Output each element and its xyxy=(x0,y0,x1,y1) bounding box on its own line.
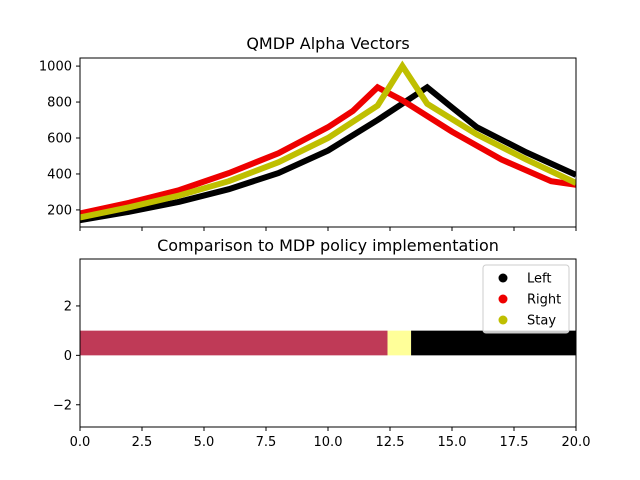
top-subplot: QMDP Alpha Vectors 200 400 600 800 1000 xyxy=(39,34,577,231)
y-tick-label: 200 xyxy=(47,203,72,218)
y-tick-label: 400 xyxy=(47,167,72,182)
bottom-subplot: Comparison to MDP policy implementation … xyxy=(53,236,591,450)
alpha-line-stay xyxy=(80,60,576,221)
top-x-axis xyxy=(79,227,577,231)
x-tick-label: 20.0 xyxy=(562,435,591,450)
legend-label-stay: Stay xyxy=(527,314,556,329)
alpha-line-left xyxy=(80,83,576,224)
policy-segment-left xyxy=(411,330,576,356)
top-y-axis: 200 400 600 800 1000 xyxy=(39,60,80,218)
y-tick-label: 600 xyxy=(47,132,72,147)
legend-label-left: Left xyxy=(527,272,551,287)
y-tick-label: 800 xyxy=(47,96,72,111)
x-tick-label: 0.0 xyxy=(70,435,91,450)
y-tick-label: 2 xyxy=(64,299,72,314)
x-tick-label: 7.5 xyxy=(256,435,277,450)
x-tick-label: 10.0 xyxy=(314,435,343,450)
y-tick-label: −2 xyxy=(53,398,72,413)
x-tick-label: 12.5 xyxy=(376,435,405,450)
policy-segment-stay xyxy=(387,330,412,356)
y-tick-label: 1000 xyxy=(39,60,72,75)
top-chart-title: QMDP Alpha Vectors xyxy=(246,34,409,53)
legend-label-right: Right xyxy=(527,293,561,308)
x-tick-label: 5.0 xyxy=(194,435,215,450)
legend: Left Right Stay xyxy=(482,264,570,334)
legend-marker-stay xyxy=(498,315,508,325)
y-tick-label: 0 xyxy=(64,349,72,364)
top-series-group xyxy=(80,60,576,224)
legend-marker-right xyxy=(498,294,508,304)
bottom-chart-title: Comparison to MDP policy implementation xyxy=(157,236,499,255)
bottom-y-axis: −2 0 2 xyxy=(53,299,80,413)
x-tick-label: 15.0 xyxy=(438,435,467,450)
x-tick-label: 17.5 xyxy=(500,435,529,450)
policy-segments-group xyxy=(80,330,576,356)
x-tick-label: 2.5 xyxy=(132,435,153,450)
policy-segment-right xyxy=(80,330,388,356)
alpha-line-right xyxy=(80,83,576,217)
legend-marker-left xyxy=(498,273,508,283)
bottom-x-axis: 0.0 2.5 5.0 7.5 10.0 12.5 15.0 17.5 20.0 xyxy=(70,427,591,450)
